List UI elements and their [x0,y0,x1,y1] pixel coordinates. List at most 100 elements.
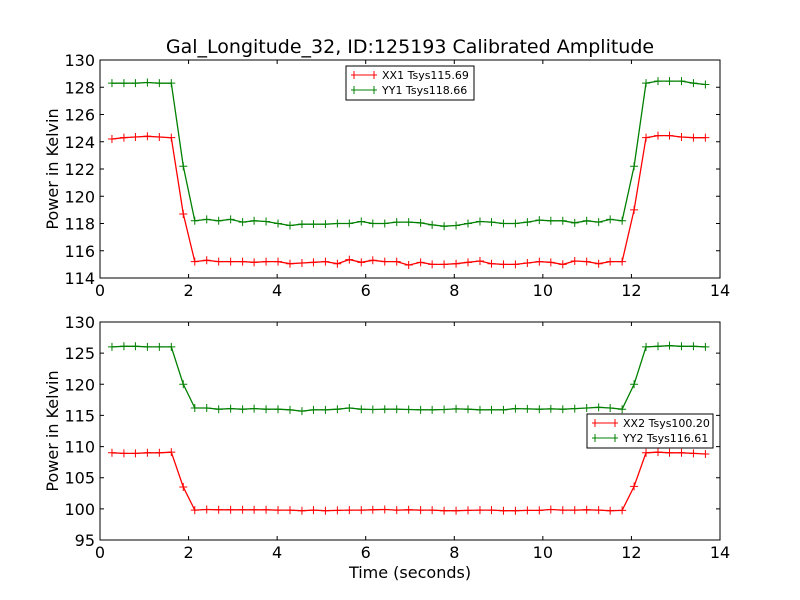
data-point-marker [309,258,318,267]
data-point-marker [546,404,555,413]
data-point-marker [606,506,615,515]
data-point-marker [274,219,283,228]
data-point-marker [250,258,259,267]
data-point-marker [677,77,686,86]
bottom-series-1 [107,448,710,515]
data-point-marker [202,215,211,224]
data-point-marker [642,133,651,142]
top-plot: 0 2 4 6 8 10 12 14 114 116 118 120 122 124 126 128 130 XX… [64,51,730,300]
data-point-marker [226,505,235,514]
data-point-marker [618,257,627,266]
data-point-marker [558,260,567,269]
data-point-marker [357,258,366,267]
data-point-marker [582,216,591,225]
data-point-marker [321,506,330,515]
data-point-marker [345,219,354,228]
x-tick-label: 2 [183,543,193,562]
data-point-marker [665,341,674,350]
data-point-marker [238,257,247,266]
data-point-marker [297,220,306,229]
data-point-marker [701,133,710,142]
data-point-marker [190,257,199,266]
data-point-marker [285,506,294,515]
data-point-marker [404,405,413,414]
data-point-marker [179,380,188,389]
data-point-marker [250,505,259,514]
data-point-marker [558,216,567,225]
legend-line-icon [351,71,377,79]
data-point-marker [452,506,461,515]
data-point-marker [677,132,686,141]
data-point-marker [143,78,152,87]
data-point-marker [119,449,128,458]
legend-label: XX1 Tsys115.69 [382,69,469,82]
data-point-marker [428,220,437,229]
data-point-marker [274,506,283,515]
data-point-marker [582,257,591,266]
data-point-marker [357,506,366,515]
data-point-marker [618,216,627,225]
data-point-marker [190,506,199,515]
data-point-marker [262,405,271,414]
data-point-marker [689,449,698,458]
data-point-marker [511,404,520,413]
data-point-marker [570,256,579,265]
x-tick-label: 12 [621,543,641,562]
y-tick-label: 118 [64,215,95,234]
y-tick-label: 130 [64,51,95,70]
data-point-marker [202,403,211,412]
data-point-marker [416,506,425,515]
data-point-marker [523,259,532,268]
data-point-marker [475,405,484,414]
legend-line-icon [351,86,377,94]
data-point-marker [238,505,247,514]
data-point-marker [499,405,508,414]
bottom-series-2 [107,341,710,416]
data-point-marker [677,342,686,351]
data-point-marker [546,258,555,267]
bottom-plot: 0 2 4 6 8 10 12 14 95 100 105 110 115 120 125 130 XX2 Ts… [64,313,730,562]
data-point-marker [475,217,484,226]
data-point-marker [558,405,567,414]
x-tick-label: 0 [95,281,105,300]
data-point-marker [309,405,318,414]
data-point-marker [665,131,674,140]
data-point-marker [321,220,330,229]
y-tick-label: 116 [64,242,95,261]
data-point-marker [357,405,366,414]
data-point-marker [511,260,520,269]
data-point-marker [594,259,603,268]
x-tick-label: 2 [183,281,193,300]
x-tick-label: 4 [272,281,282,300]
data-point-marker [630,162,639,171]
x-tick-label: 8 [449,543,459,562]
data-point-marker [368,256,377,265]
data-point-marker [428,260,437,269]
data-point-marker [701,342,710,351]
data-point-marker [155,342,164,351]
data-point-marker [333,259,342,268]
data-point-marker [155,448,164,457]
data-point-marker [428,405,437,414]
data-point-marker [131,79,140,88]
data-point-marker [404,218,413,227]
data-point-marker [487,218,496,227]
x-tick-label: 10 [533,543,553,562]
data-point-marker [392,218,401,227]
top-series-1 [107,131,710,270]
data-point-marker [262,217,271,226]
data-point-marker [630,482,639,491]
data-point-marker [167,79,176,88]
data-point-marker [285,221,294,230]
y-tick-label: 95 [75,531,95,550]
data-point-marker [689,79,698,88]
data-point-marker [250,216,259,225]
data-point-marker [190,403,199,412]
data-point-marker [523,506,532,515]
y-tick-label: 110 [64,438,95,457]
x-tick-label: 4 [272,543,282,562]
data-point-marker [285,259,294,268]
data-point-marker [440,405,449,414]
data-point-marker [392,257,401,266]
